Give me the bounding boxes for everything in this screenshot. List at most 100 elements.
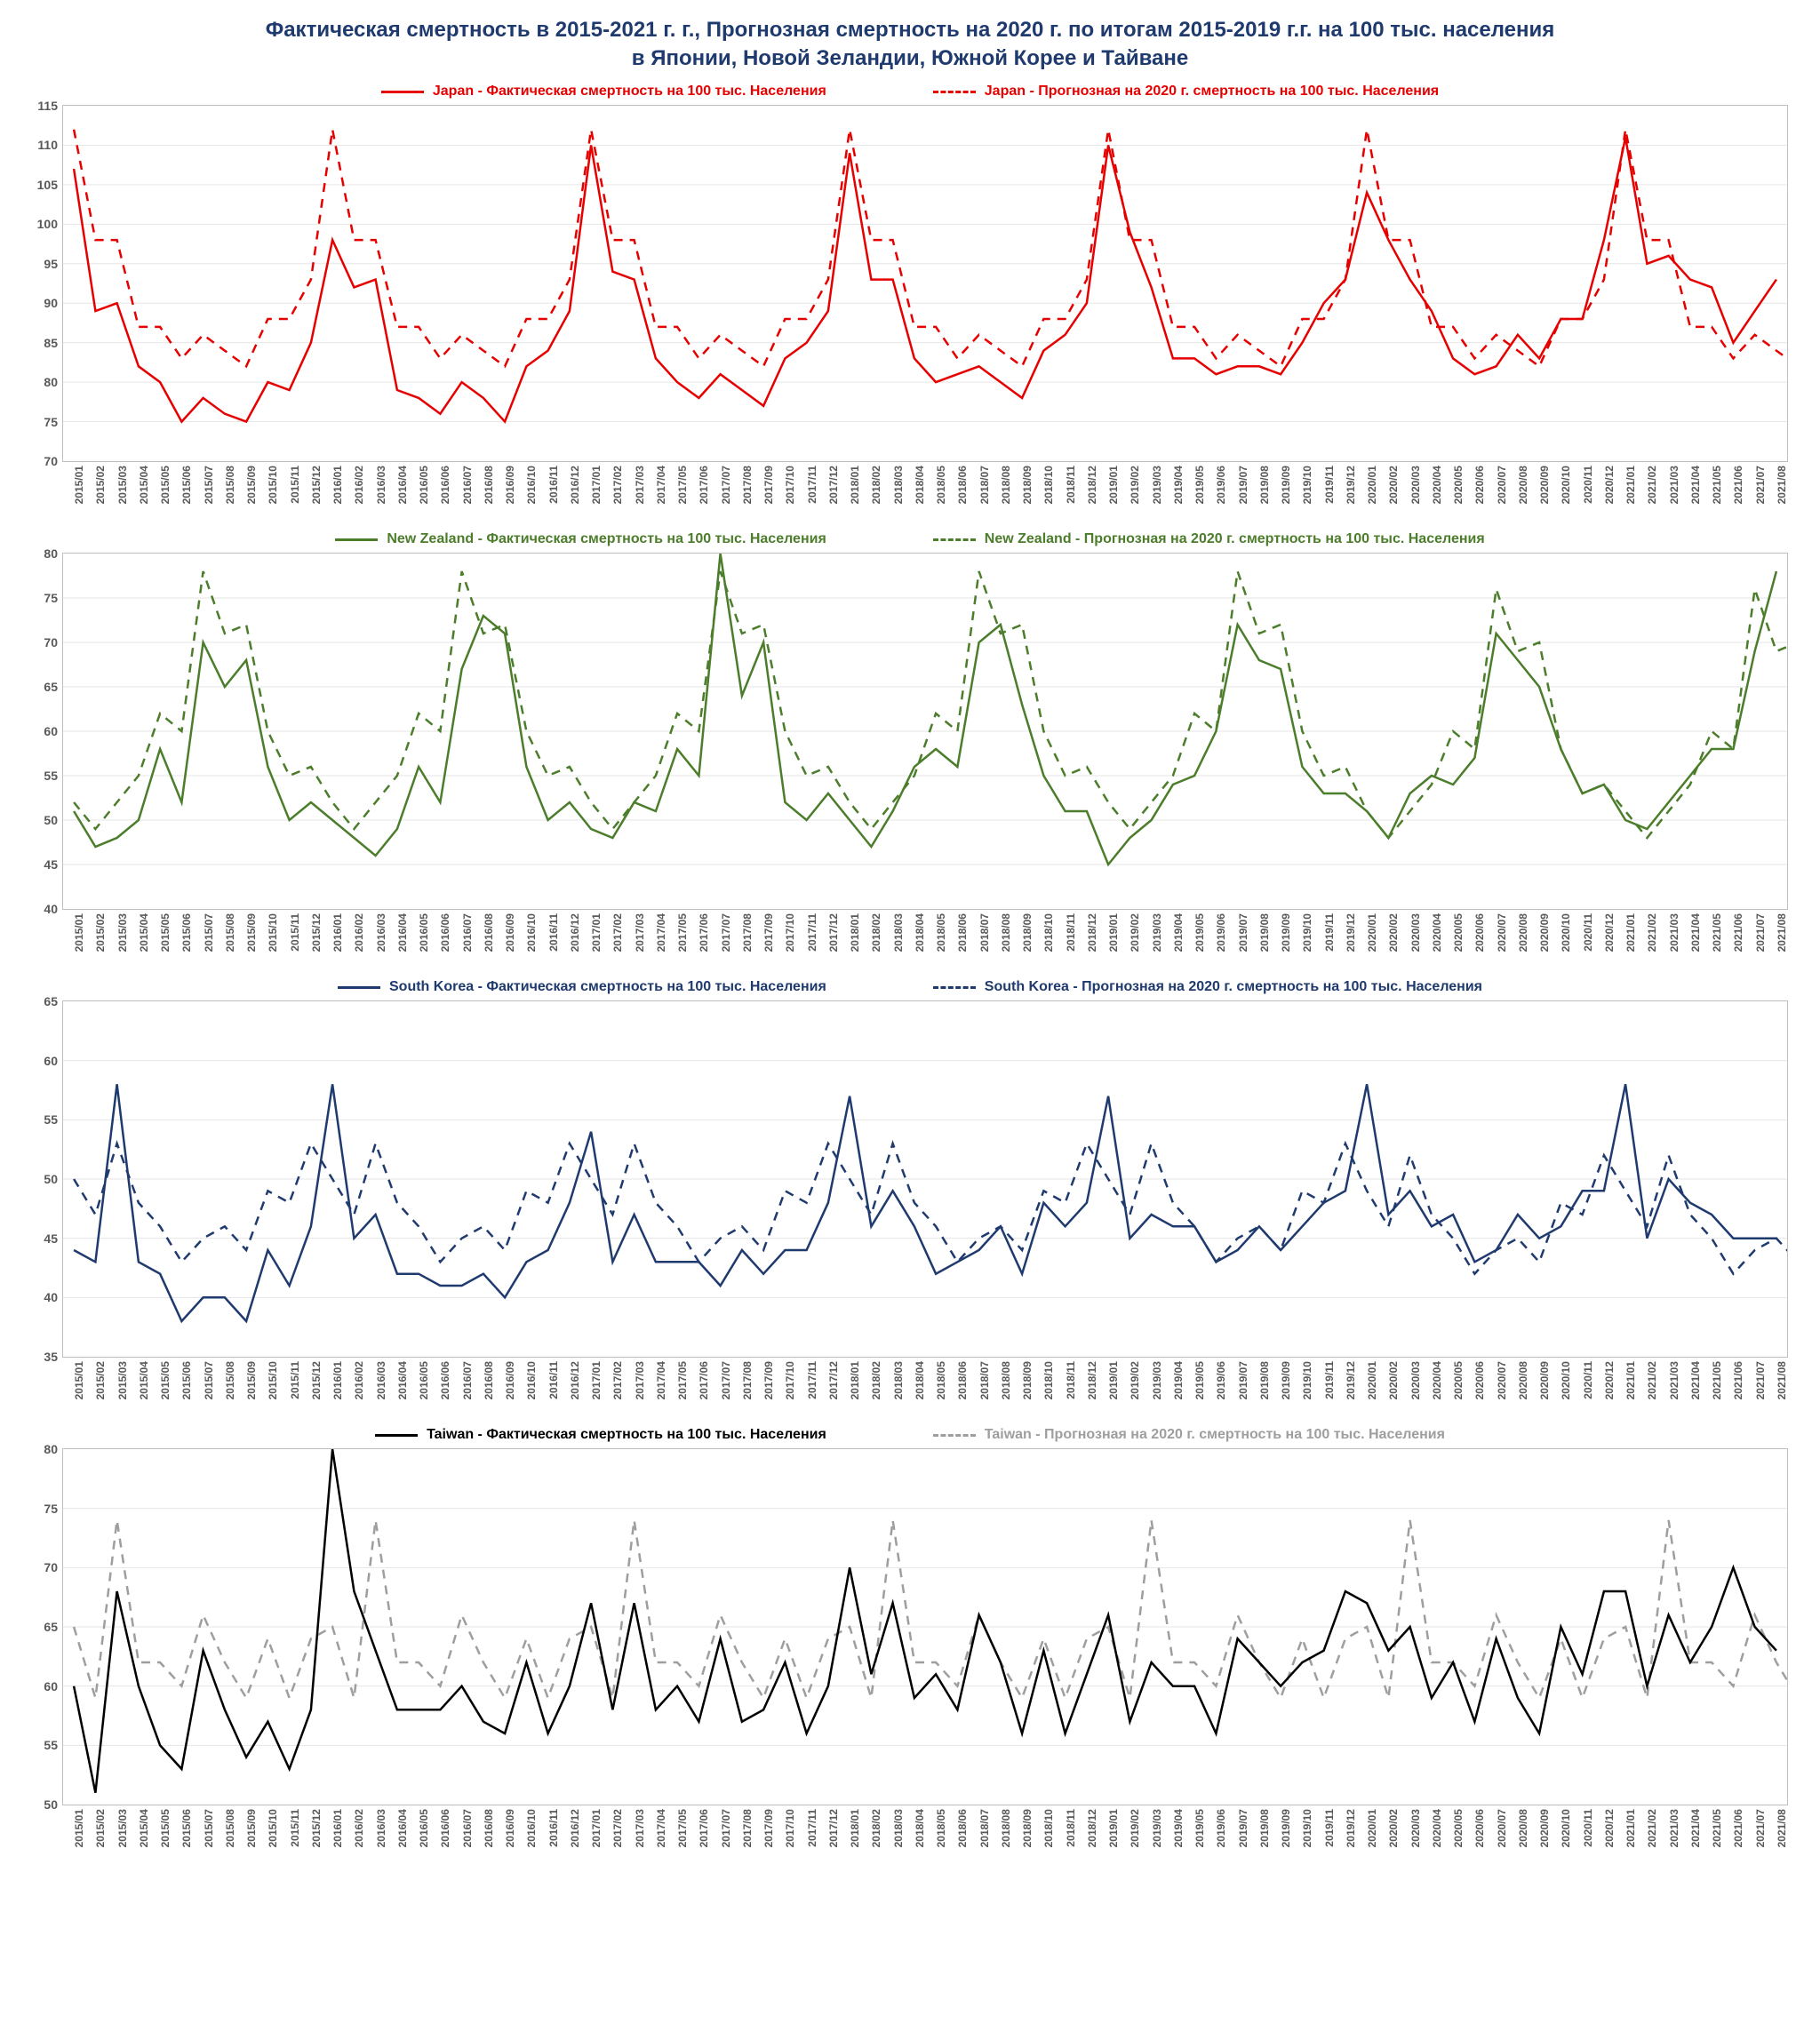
x-tick-label: 2015/12 <box>310 1361 323 1399</box>
x-tick-label: 2015/11 <box>289 1361 301 1399</box>
x-tick-label: 2021/02 <box>1646 1361 1658 1399</box>
x-tick-label: 2015/04 <box>138 466 150 504</box>
y-tick-label: 80 <box>24 375 58 389</box>
x-tick-label: 2018/03 <box>892 1809 905 1847</box>
x-tick-label: 2016/11 <box>547 913 560 952</box>
x-tick-label: 2018/12 <box>1086 1809 1098 1847</box>
x-tick-label: 2015/05 <box>159 913 172 952</box>
x-tick-label: 2020/07 <box>1496 1361 1508 1399</box>
x-tick-label: 2019/07 <box>1237 913 1249 952</box>
x-tick-label: 2019/02 <box>1129 913 1141 952</box>
legend-swatch-solid <box>381 91 424 93</box>
x-tick-label: 2020/10 <box>1560 466 1572 504</box>
x-tick-label: 2018/05 <box>935 913 947 952</box>
x-tick-label: 2017/08 <box>741 1809 754 1847</box>
x-tick-label: 2015/06 <box>180 1809 193 1847</box>
y-tick-label: 80 <box>24 1442 58 1456</box>
x-tick-label: 2015/02 <box>94 1361 107 1399</box>
x-tick-label: 2020/04 <box>1431 1361 1443 1399</box>
x-tick-label: 2020/09 <box>1538 1361 1551 1399</box>
x-tick-label: 2018/01 <box>849 1361 861 1399</box>
x-tick-label: 2020/10 <box>1560 1361 1572 1399</box>
y-tick-label: 110 <box>24 138 58 152</box>
x-tick-label: 2021/03 <box>1668 1809 1680 1847</box>
x-tick-label: 2018/09 <box>1021 1809 1034 1847</box>
legend-forecast: Japan - Прогнозная на 2020 г. смертность… <box>933 84 1439 100</box>
x-tick-label: 2019/05 <box>1193 913 1206 952</box>
x-tick-label: 2019/10 <box>1301 1361 1313 1399</box>
x-tick-label: 2016/11 <box>547 1361 560 1399</box>
x-tick-label: 2015/09 <box>245 1809 258 1847</box>
x-tick-label: 2015/10 <box>267 913 279 952</box>
x-tick-label: 2016/01 <box>331 1361 344 1399</box>
x-tick-label: 2020/01 <box>1366 1361 1378 1399</box>
x-tick-label: 2017/11 <box>806 913 818 952</box>
x-tick-label: 2017/05 <box>676 466 689 504</box>
x-tick-label: 2021/03 <box>1668 913 1680 952</box>
x-tick-label: 2020/07 <box>1496 466 1508 504</box>
x-tick-label: 2021/08 <box>1776 466 1788 504</box>
x-tick-label: 2016/07 <box>461 913 474 952</box>
x-tick-label: 2017/09 <box>762 1809 775 1847</box>
x-tick-label: 2016/11 <box>547 1809 560 1847</box>
x-tick-label: 2018/05 <box>935 1809 947 1847</box>
x-tick-label: 2018/06 <box>956 466 969 504</box>
y-tick-label: 45 <box>24 857 58 872</box>
x-tick-label: 2018/04 <box>914 913 926 952</box>
x-tick-label: 2019/08 <box>1258 1809 1271 1847</box>
x-tick-label: 2017/05 <box>676 913 689 952</box>
x-tick-label: 2017/07 <box>720 1361 732 1399</box>
x-tick-label: 2017/04 <box>655 1809 667 1847</box>
y-tick-label: 75 <box>24 591 58 605</box>
x-tick-label: 2016/11 <box>547 466 560 504</box>
x-tick-label: 2015/10 <box>267 466 279 504</box>
x-tick-label: 2017/04 <box>655 466 667 504</box>
y-tick-label: 50 <box>24 1797 58 1812</box>
x-tick-label: 2017/03 <box>634 1809 646 1847</box>
y-tick-label: 35 <box>24 1350 58 1364</box>
x-tick-label: 2015/02 <box>94 913 107 952</box>
x-tick-label: 2019/03 <box>1151 1809 1163 1847</box>
x-tick-label: 2018/07 <box>978 466 991 504</box>
y-tick-label: 40 <box>24 1290 58 1304</box>
x-tick-label: 2015/07 <box>203 466 215 504</box>
x-tick-label: 2015/12 <box>310 466 323 504</box>
x-tick-label: 2018/07 <box>978 913 991 952</box>
plot-svg <box>63 1001 1787 1357</box>
plot-svg <box>63 106 1787 461</box>
x-tick-label: 2016/03 <box>375 913 387 952</box>
x-tick-label: 2018/11 <box>1065 1361 1077 1399</box>
plot-taiwan: 50556065707580 <box>62 1448 1788 1805</box>
x-tick-label: 2015/03 <box>116 913 129 952</box>
x-tick-label: 2016/02 <box>353 1361 365 1399</box>
x-tick-label: 2018/08 <box>1000 1361 1012 1399</box>
x-tick-label: 2015/03 <box>116 466 129 504</box>
legend-swatch-solid <box>335 538 378 541</box>
x-tick-label: 2018/04 <box>914 1809 926 1847</box>
x-tick-label: 2016/05 <box>418 1361 430 1399</box>
x-tick-label: 2019/03 <box>1151 913 1163 952</box>
x-tick-label: 2020/02 <box>1387 1809 1400 1847</box>
x-tick-label: 2016/05 <box>418 1809 430 1847</box>
x-tick-label: 2020/11 <box>1582 913 1594 952</box>
x-tick-label: 2017/06 <box>698 466 710 504</box>
x-tick-label: 2017/12 <box>827 1361 840 1399</box>
x-tick-label: 2021/04 <box>1689 1361 1702 1399</box>
x-tick-label: 2021/06 <box>1732 466 1744 504</box>
x-tick-label: 2017/12 <box>827 1809 840 1847</box>
x-tick-label: 2016/06 <box>439 466 451 504</box>
x-tick-label: 2015/03 <box>116 1361 129 1399</box>
x-tick-label: 2015/12 <box>310 913 323 952</box>
x-tick-label: 2020/03 <box>1409 466 1422 504</box>
x-tick-label: 2016/03 <box>375 1361 387 1399</box>
x-tick-label: 2018/05 <box>935 1361 947 1399</box>
x-tick-label: 2021/07 <box>1754 1361 1767 1399</box>
x-tick-label: 2020/09 <box>1538 913 1551 952</box>
series-actual <box>74 138 1776 422</box>
x-tick-label: 2017/06 <box>698 1361 710 1399</box>
y-tick-label: 100 <box>24 217 58 231</box>
legend-forecast: South Korea - Прогнозная на 2020 г. смер… <box>933 979 1482 995</box>
x-tick-label: 2021/02 <box>1646 466 1658 504</box>
x-tick-label: 2019/04 <box>1172 1361 1185 1399</box>
x-tick-label: 2015/08 <box>224 1809 236 1847</box>
